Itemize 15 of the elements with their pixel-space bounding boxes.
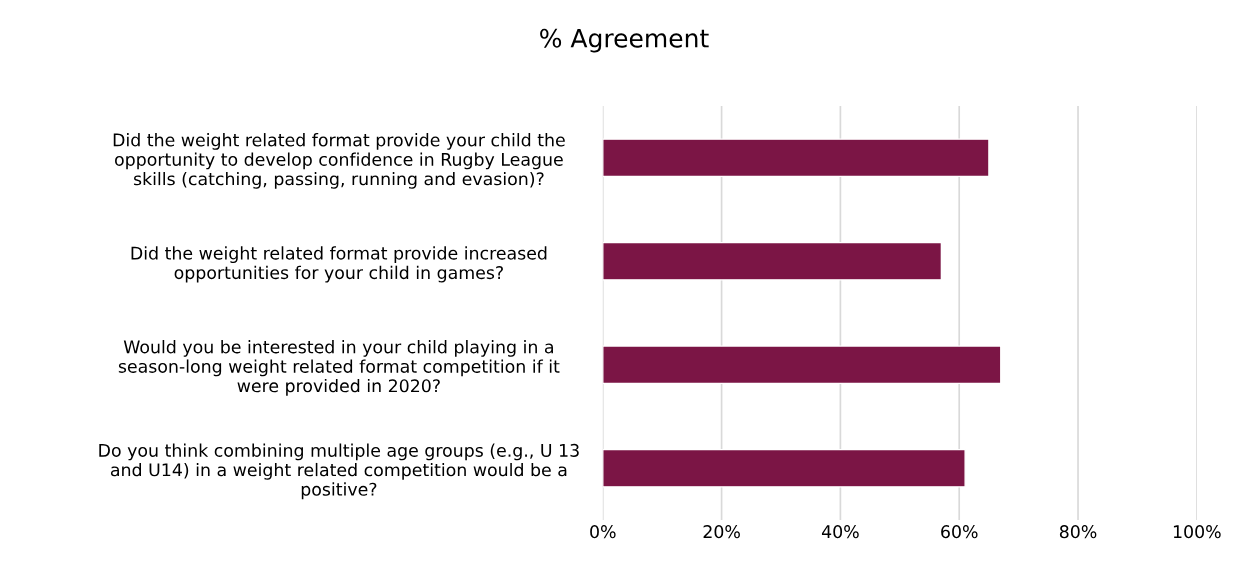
bar	[602, 345, 1002, 385]
bar	[602, 138, 990, 178]
y-tick-label: Did the weight related format provide your child the opportunity to develop confidence in Rugby League skills (catching, passing, running and evasion)?	[113, 133, 565, 189]
chart-title: % Agreement	[540, 28, 709, 53]
x-tick-label: 0%	[590, 525, 616, 539]
x-tick-label: 100%	[1173, 525, 1221, 539]
x-tick-label: 20%	[703, 525, 740, 539]
bar	[602, 448, 966, 488]
y-tick-label: Would you be interested in your child playing in a season-long weight related format competition if it were provided in 2020?	[118, 340, 560, 396]
y-tick-label: Do you think combining multiple age groups (e.g., U 13 and U14) in a weight related competition would be a positive?	[99, 443, 579, 500]
x-tick-label: 40%	[821, 525, 859, 539]
x-tick-label: 60%	[941, 525, 978, 539]
x-tick-label: 80%	[1059, 525, 1097, 539]
bar	[602, 241, 943, 281]
y-tick-label: Did the weight related format provide increased opportunities for your child in games?	[131, 246, 547, 283]
